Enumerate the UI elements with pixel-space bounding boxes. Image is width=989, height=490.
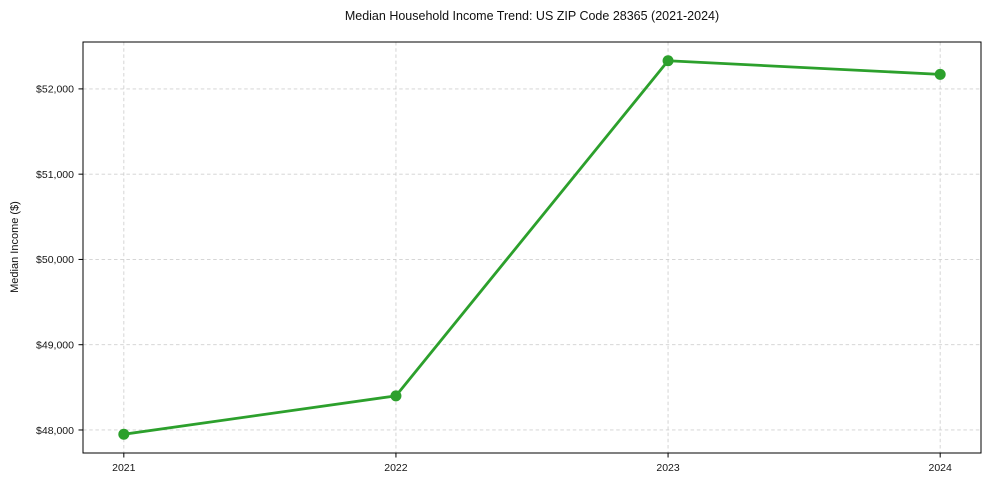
data-line — [122, 59, 942, 436]
chart-title: Median Household Income Trend: US ZIP Co… — [344, 9, 720, 23]
data-point-marker — [662, 55, 674, 67]
y-tick-label: $52,000 — [36, 84, 74, 96]
y-tick-label: $50,000 — [36, 254, 74, 266]
x-tick-label: 2021 — [112, 462, 136, 474]
y-tick-label: $48,000 — [36, 425, 74, 437]
data-point-marker — [390, 390, 402, 402]
data-point-marker — [934, 68, 946, 80]
data-point-marker — [118, 428, 130, 440]
y-tick-label: $49,000 — [36, 340, 74, 352]
x-tick-label: 2024 — [929, 462, 953, 474]
x-tick-label: 2023 — [656, 462, 680, 474]
y-tick-label: $51,000 — [36, 169, 74, 181]
x-tick-label: 2022 — [384, 462, 408, 474]
plot-border — [82, 41, 982, 454]
